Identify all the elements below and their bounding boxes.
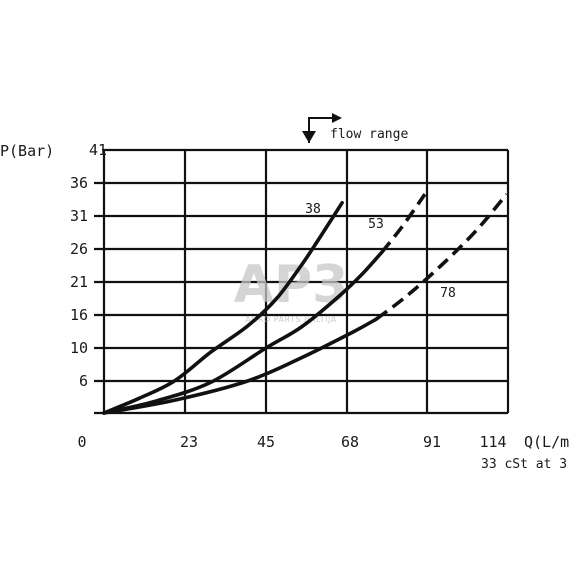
- curves: [102, 193, 508, 415]
- x-axis-label: Q(L/m: [524, 433, 569, 451]
- series-line-53: [102, 250, 384, 415]
- x-tick-label: 91: [423, 433, 441, 451]
- grid: [94, 148, 510, 415]
- y-tick-label: 10: [70, 339, 88, 357]
- series-label: 38: [305, 202, 321, 217]
- series-line-dashed-78: [375, 193, 508, 321]
- y-tick-label: 26: [70, 240, 88, 258]
- x-tick-label: 114: [479, 433, 506, 451]
- x-tick-label: 45: [257, 433, 275, 451]
- viscosity-note: 33 cSt at 3: [481, 457, 567, 472]
- y-axis-label: P(Bar): [0, 142, 54, 160]
- y-tick-label: 21: [70, 273, 88, 291]
- series-line-78: [102, 317, 379, 415]
- y-tick-label: 41: [89, 141, 107, 159]
- x-tick-label: 23: [180, 433, 198, 451]
- series-label: 78: [440, 286, 456, 301]
- series-line-dashed-53: [380, 193, 427, 254]
- watermark-logo-text: AP3: [234, 255, 349, 315]
- flow-range-label: flow range: [330, 127, 408, 142]
- series-line-38: [102, 201, 344, 415]
- y-tick-label: 36: [70, 174, 88, 192]
- y-tick-label: 6: [79, 372, 88, 390]
- series-label: 53: [368, 217, 384, 232]
- watermark-logo: AP3 AGRO PARTS BALTIJA: [234, 255, 349, 324]
- x-tick-label: 0: [77, 433, 86, 451]
- y-tick-label: 31: [70, 207, 88, 225]
- y-tick-label: 16: [70, 306, 88, 324]
- watermark-tagline: AGRO PARTS BALTIJA: [245, 315, 336, 324]
- x-tick-label: 68: [341, 433, 359, 451]
- flow-range-arrow-icon: [302, 113, 342, 143]
